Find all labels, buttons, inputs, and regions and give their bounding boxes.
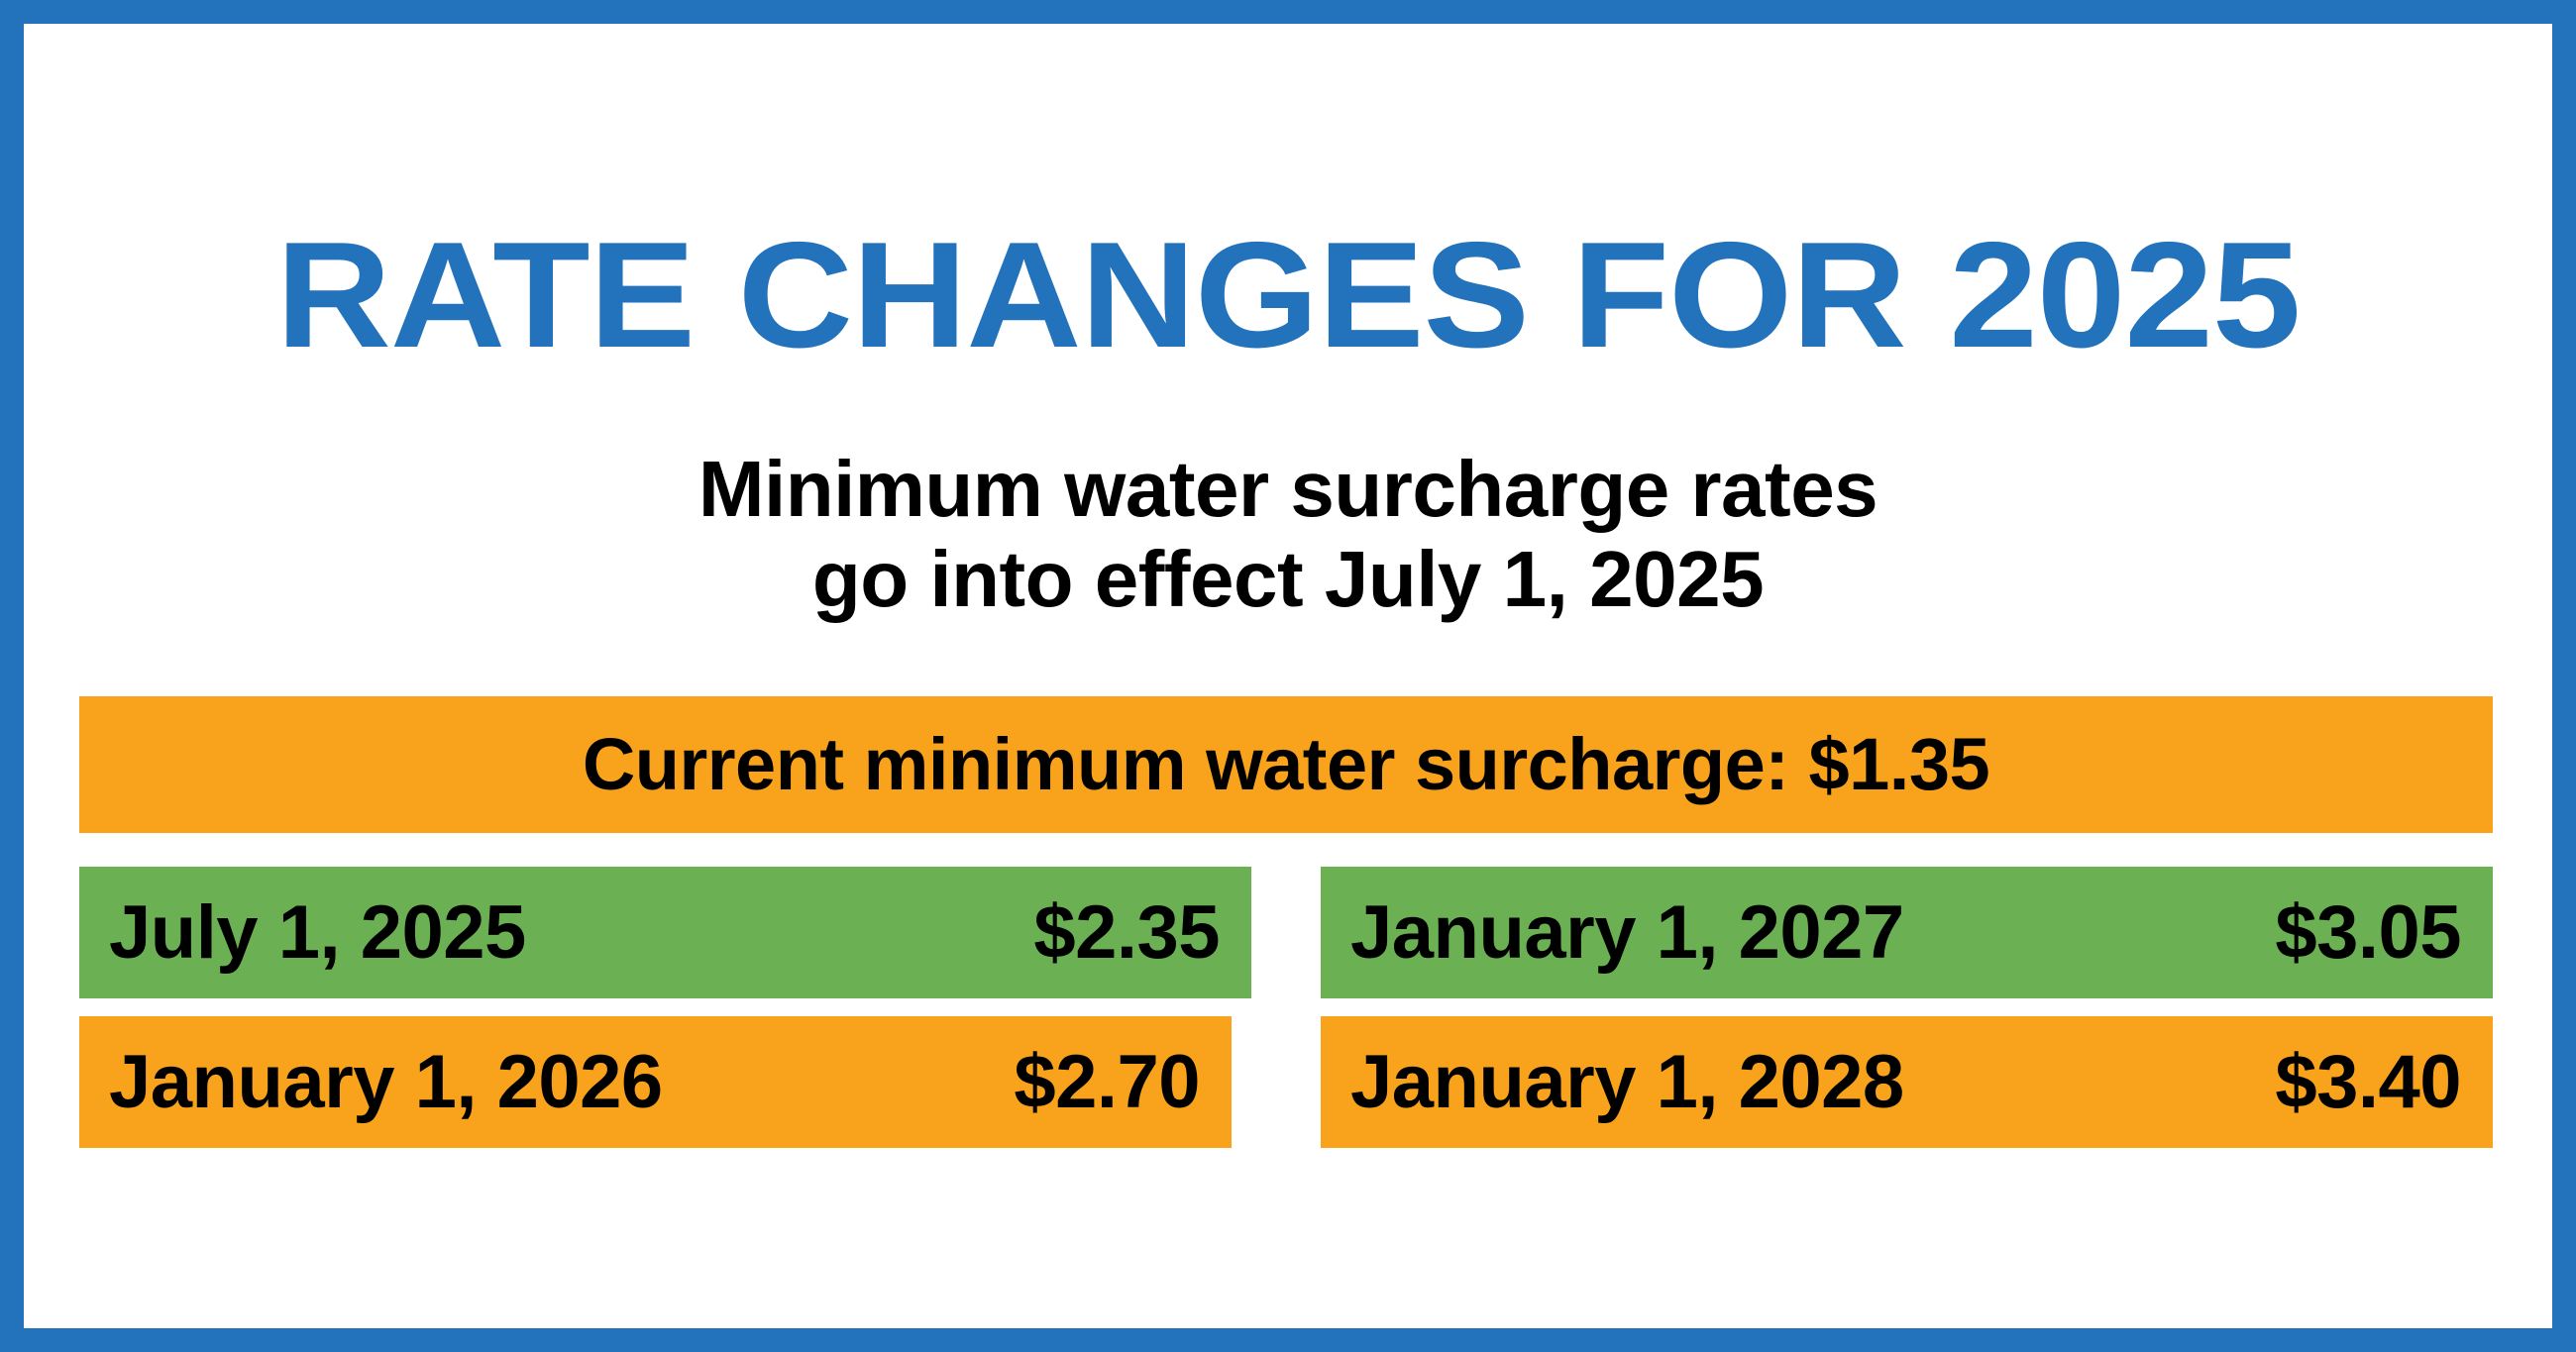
rate-row: January 1, 2027 $3.05 bbox=[1321, 867, 2493, 998]
rate-row-amount: $3.05 bbox=[2275, 889, 2461, 975]
rate-row-amount: $2.70 bbox=[1014, 1039, 1200, 1124]
rate-row: July 1, 2025 $2.35 bbox=[79, 867, 1251, 998]
subtitle-line-1: Minimum water surcharge rates bbox=[698, 445, 1878, 533]
rate-row-date: July 1, 2025 bbox=[109, 889, 526, 975]
current-surcharge-text: Current minimum water surcharge: $1.35 bbox=[582, 723, 1990, 805]
page-title: RATE CHANGES FOR 2025 bbox=[275, 211, 2302, 379]
rate-row-date: January 1, 2028 bbox=[1350, 1039, 1904, 1124]
rate-column-left: July 1, 2025 $2.35 January 1, 2026 $2.70 bbox=[79, 867, 1251, 1148]
page-subtitle: Minimum water surcharge rates go into ef… bbox=[24, 444, 2552, 624]
rate-row-date: January 1, 2026 bbox=[109, 1039, 663, 1124]
rate-row: January 1, 2028 $3.40 bbox=[1321, 1016, 2493, 1148]
rate-row: January 1, 2026 $2.70 bbox=[79, 1016, 1232, 1148]
infographic-content-area: RATE CHANGES FOR 2025 Minimum water surc… bbox=[24, 24, 2552, 1328]
rate-schedule-grid: July 1, 2025 $2.35 January 1, 2026 $2.70… bbox=[79, 867, 2493, 1148]
rate-row-amount: $2.35 bbox=[1033, 889, 1220, 975]
rate-row-amount: $3.40 bbox=[2275, 1039, 2461, 1124]
rate-column-right: January 1, 2027 $3.05 January 1, 2028 $3… bbox=[1321, 867, 2493, 1148]
current-surcharge-banner: Current minimum water surcharge: $1.35 bbox=[79, 696, 2493, 833]
rate-row-date: January 1, 2027 bbox=[1350, 889, 1904, 975]
subtitle-line-2: go into effect July 1, 2025 bbox=[811, 535, 1765, 624]
